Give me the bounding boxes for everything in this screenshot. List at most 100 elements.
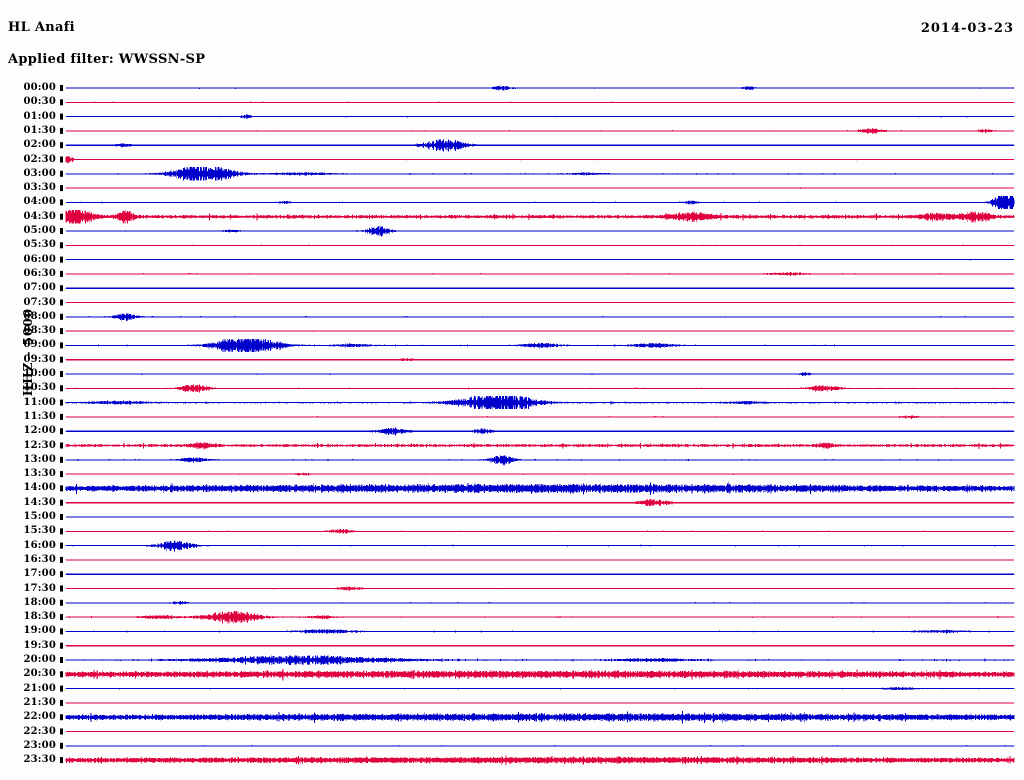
seismic-traces — [60, 85, 1015, 766]
axis-tick-mark — [60, 113, 63, 120]
time-tick-0400: 04:00 — [23, 196, 56, 208]
time-tick-2000: 20:00 — [23, 654, 56, 665]
time-tick-2130: 21:30 — [23, 696, 56, 708]
axis-tick-mark — [60, 342, 63, 349]
axis-tick-mark — [60, 699, 63, 706]
time-tick-2030: 20:30 — [23, 668, 56, 680]
axis-tick-mark — [60, 228, 63, 234]
time-tick-0300: 03:00 — [23, 167, 56, 179]
time-tick-2200: 22:00 — [23, 711, 56, 723]
time-tick-1400: 14:00 — [23, 482, 56, 494]
time-tick-1200: 12:00 — [23, 425, 56, 437]
time-tick-1830: 18:30 — [23, 611, 56, 623]
axis-tick-mark — [60, 399, 63, 406]
axis-tick-mark — [60, 99, 63, 106]
axis-tick-mark — [60, 270, 63, 277]
time-tick-1700: 17:00 — [23, 568, 56, 580]
time-tick-0100: 01:00 — [23, 110, 56, 122]
applied-filter-label: Applied filter: WWSSN-SP — [8, 52, 206, 67]
axis-tick-mark — [60, 728, 63, 735]
axis-tick-mark — [60, 499, 63, 506]
time-tick-0900: 09:00 — [23, 339, 56, 351]
time-tick-1330: 13:30 — [23, 468, 56, 480]
axis-tick-mark — [60, 442, 63, 449]
helicorder-plot: 00:00 00:30 01:00 01:30 02:00 02:30 03:00 03:30… — [0, 78, 1024, 778]
axis-tick-mark — [60, 127, 63, 134]
time-tick-1300: 13:00 — [23, 453, 56, 465]
time-tick-1630: 16:30 — [23, 553, 56, 565]
time-tick-0930: 09:30 — [23, 353, 56, 365]
axis-tick-mark — [60, 514, 63, 520]
time-tick-1530: 15:30 — [23, 525, 56, 537]
axis-tick-mark — [60, 371, 63, 377]
time-tick-0830: 08:30 — [23, 325, 56, 337]
time-tick-0630: 06:30 — [23, 267, 56, 279]
time-tick-0200: 02:00 — [23, 139, 56, 151]
axis-tick-mark — [60, 285, 63, 292]
axis-tick-mark — [60, 213, 63, 220]
axis-tick-mark — [60, 328, 63, 335]
axis-tick-mark — [60, 742, 63, 749]
axis-tick-mark — [60, 485, 63, 492]
axis-tick-mark — [60, 685, 63, 692]
axis-tick-mark — [60, 642, 63, 649]
axis-tick-mark — [60, 571, 63, 578]
axis-tick-mark — [60, 556, 63, 563]
axis-tick-mark — [60, 614, 63, 621]
time-tick-2330: 23:30 — [23, 754, 56, 766]
time-tick-1000: 10:00 — [23, 368, 56, 379]
time-tick-1030: 10:30 — [23, 382, 56, 394]
axis-tick-mark — [60, 528, 63, 535]
time-tick-0500: 05:00 — [23, 225, 56, 236]
axis-tick-mark — [60, 299, 63, 306]
time-tick-0230: 02:30 — [23, 153, 56, 165]
time-tick-0030: 00:30 — [23, 96, 56, 108]
time-tick-0800: 08:00 — [23, 310, 56, 322]
axis-tick-mark — [60, 599, 63, 606]
time-tick-1230: 12:30 — [23, 439, 56, 451]
page-title: HL Anafi — [8, 20, 75, 35]
time-tick-1100: 11:00 — [23, 396, 56, 408]
axis-tick-mark — [60, 428, 63, 435]
axis-tick-mark — [60, 242, 63, 249]
axis-tick-mark — [60, 628, 63, 635]
axis-tick-mark — [60, 199, 63, 206]
time-tick-2230: 22:30 — [23, 725, 56, 737]
axis-tick-mark — [60, 170, 63, 177]
axis-tick-mark — [60, 757, 63, 764]
axis-tick-mark — [60, 385, 63, 392]
time-tick-0330: 03:30 — [23, 182, 56, 194]
time-tick-1500: 15:00 — [23, 511, 56, 522]
time-tick-1730: 17:30 — [23, 582, 56, 594]
time-tick-0530: 05:30 — [23, 239, 56, 251]
axis-tick-mark — [60, 714, 63, 721]
axis-tick-mark — [60, 471, 63, 478]
axis-tick-mark — [60, 256, 63, 263]
record-date: 2014-03-23 — [920, 21, 1014, 36]
axis-tick-mark — [60, 456, 63, 463]
time-tick-1800: 18:00 — [23, 596, 56, 608]
time-tick-0130: 01:30 — [23, 124, 56, 136]
time-tick-1900: 19:00 — [23, 625, 56, 637]
time-tick-0730: 07:30 — [23, 296, 56, 308]
time-tick-1130: 11:30 — [23, 410, 56, 422]
time-tick-1600: 16:00 — [23, 539, 56, 551]
axis-tick-mark — [60, 156, 63, 163]
axis-tick-mark — [60, 185, 63, 192]
axis-tick-mark — [60, 542, 63, 549]
axis-tick-mark — [60, 85, 63, 91]
time-tick-1430: 14:30 — [23, 496, 56, 508]
time-tick-0000: 00:00 — [23, 82, 56, 93]
axis-tick-mark — [60, 657, 63, 663]
time-tick-2100: 21:00 — [23, 682, 56, 694]
axis-tick-mark — [60, 585, 63, 592]
time-tick-1930: 19:30 — [23, 639, 56, 651]
time-tick-2300: 23:00 — [23, 739, 56, 751]
time-tick-0700: 07:00 — [23, 282, 56, 294]
axis-tick-mark — [60, 356, 63, 363]
axis-tick-mark — [60, 671, 63, 678]
axis-tick-mark — [60, 142, 63, 149]
time-tick-0600: 06:00 — [23, 253, 56, 265]
axis-tick-mark — [60, 413, 63, 420]
